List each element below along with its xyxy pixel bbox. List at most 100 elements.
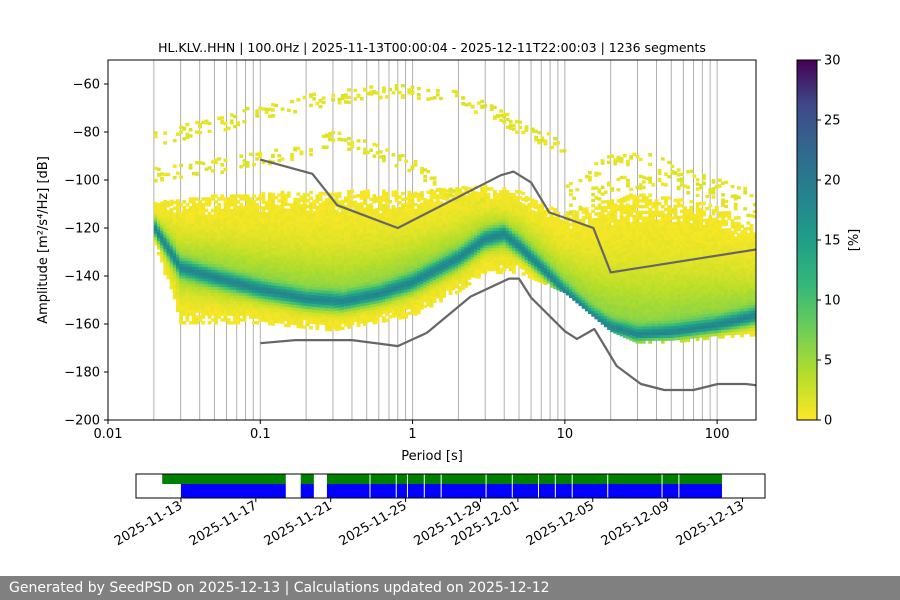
density-cell: [226, 254, 231, 259]
density-cell: [296, 247, 301, 251]
density-cell: [515, 241, 519, 246]
density-cell: [207, 200, 212, 204]
density-cell: [201, 286, 206, 290]
density-cell: [385, 214, 389, 219]
density-cell: [296, 273, 301, 277]
density-cell: [394, 241, 399, 246]
density-cell: [451, 214, 456, 219]
density-cell: [261, 246, 266, 250]
density-cell: [401, 266, 405, 271]
density-cell: [239, 269, 244, 273]
density-cell: [328, 293, 332, 297]
density-cell: [334, 324, 339, 329]
density-cell: [369, 304, 374, 308]
density-cell: [204, 200, 209, 204]
density-cell: [312, 274, 317, 278]
density-cell: [556, 229, 561, 233]
density-cell: [467, 224, 472, 228]
density-cell: [274, 314, 279, 318]
density-cell: [401, 252, 405, 256]
density-cell: [210, 217, 215, 221]
density-cell: [565, 292, 570, 296]
density-cell: [454, 276, 459, 280]
density-cell: [439, 250, 443, 254]
density-cell: [432, 195, 437, 200]
density-cell: [296, 203, 301, 208]
density-cell: [195, 292, 199, 296]
density-cell: [426, 230, 431, 235]
density-cell: [401, 258, 405, 262]
density-cell: [435, 289, 440, 293]
density-cell: [540, 265, 545, 270]
density-cell: [394, 279, 399, 283]
density-cell: [356, 237, 361, 241]
density-cell: [340, 320, 345, 325]
density-cell: [524, 207, 529, 211]
density-cell: [239, 306, 244, 311]
density-cell: [277, 271, 282, 275]
density-cell: [283, 312, 288, 316]
density-cell: [394, 290, 399, 295]
density-cell: [480, 232, 485, 237]
density-cell: [363, 256, 367, 260]
density-cell: [359, 277, 364, 281]
density-cell: [480, 186, 485, 191]
density-cell: [226, 228, 231, 233]
density-cell: [280, 254, 285, 258]
density-cell: [261, 223, 266, 227]
density-cell: [223, 286, 228, 290]
density-cell: [451, 260, 456, 265]
density-cell: [267, 244, 272, 248]
density-cell: [562, 214, 567, 219]
density-cell: [283, 271, 288, 276]
density-cell: [454, 216, 459, 220]
density-cell: [315, 243, 320, 247]
density-cell: [223, 275, 228, 279]
density-cell: [169, 248, 174, 252]
density-cell: [328, 304, 332, 309]
density-cell: [553, 222, 557, 226]
density-cell: [496, 262, 500, 266]
density-cell: [432, 242, 437, 246]
density-cell: [280, 306, 285, 310]
density-cell: [363, 319, 367, 324]
density-cell: [420, 274, 424, 278]
density-cell: [518, 207, 523, 212]
density-cell: [439, 261, 443, 266]
density-cell: [553, 279, 557, 284]
density-cell: [508, 204, 513, 208]
density-cell: [267, 261, 272, 265]
density-cell: [198, 275, 202, 279]
density-cell: [499, 195, 504, 200]
density-cell: [451, 234, 456, 239]
density-cell: [537, 258, 542, 263]
density-cell: [188, 321, 193, 325]
density-cell: [280, 320, 285, 324]
density-cell: [302, 210, 307, 214]
density-cell: [391, 193, 396, 197]
density-cell: [312, 303, 317, 307]
density-cell: [153, 233, 158, 237]
density-cell: [423, 298, 427, 303]
density-cell: [261, 209, 266, 213]
density-cell: [375, 294, 380, 298]
density-cell: [258, 298, 263, 302]
density-cell: [305, 259, 310, 263]
density-cell: [214, 194, 218, 198]
density-cell: [191, 211, 196, 216]
density-cell: [385, 278, 389, 282]
density-cell: [343, 242, 348, 246]
density-cell: [451, 283, 456, 288]
density-cell: [366, 290, 370, 294]
density-cell: [236, 228, 241, 233]
density-cell: [201, 203, 206, 207]
density-cell: [214, 231, 218, 236]
density-cell: [363, 299, 367, 303]
density-cell: [163, 214, 168, 218]
density-cell: [420, 303, 424, 307]
density-cell: [429, 200, 434, 204]
density-cell: [223, 318, 228, 322]
density-cell: [172, 267, 177, 271]
density-cell: [426, 228, 431, 232]
density-cell: [464, 200, 469, 205]
